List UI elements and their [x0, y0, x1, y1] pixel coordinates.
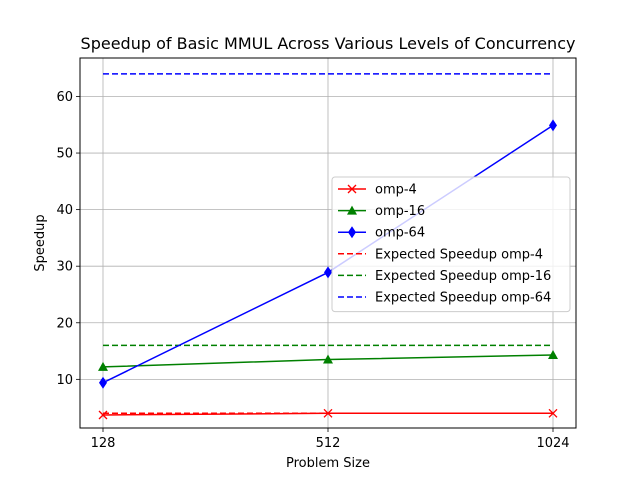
legend-entry: omp-64 — [338, 226, 425, 241]
legend-label: Expected Speedup omp-16 — [375, 269, 551, 284]
legend-label: Expected Speedup omp-64 — [375, 291, 551, 306]
legend-entry: Expected Speedup omp-16 — [338, 269, 551, 284]
triangle-marker — [347, 205, 357, 215]
series-omp-4 — [98, 408, 558, 420]
legend-entry: Expected Speedup omp-4 — [338, 247, 543, 262]
y-tick-label: 40 — [56, 203, 73, 218]
legend-label: omp-16 — [375, 204, 425, 219]
legend-box — [331, 176, 571, 313]
y-tick-label: 30 — [56, 260, 73, 275]
x-marker — [98, 410, 108, 420]
legend-entry: omp-4 — [338, 183, 417, 198]
legend-entry: Expected Speedup omp-64 — [338, 291, 551, 306]
x-marker — [323, 408, 333, 418]
x-tick-label: 128 — [91, 436, 116, 451]
legend: omp-4 omp-16 omp-64 Expected Speedup omp-4 E… — [331, 176, 571, 313]
y-axis: 10 20 30 40 50 60 — [56, 90, 80, 388]
legend-label: omp-4 — [375, 183, 417, 198]
series-layer — [98, 73, 558, 420]
x-tick-label: 512 — [316, 436, 341, 451]
legend-label: omp-64 — [375, 226, 425, 241]
y-tick-label: 10 — [56, 373, 73, 388]
x-tick-label: 1024 — [536, 436, 569, 451]
legend-entry: omp-16 — [338, 204, 425, 219]
triangle-marker — [548, 350, 558, 360]
x-marker — [347, 184, 357, 194]
series-omp-64 — [99, 119, 557, 389]
triangle-marker — [98, 361, 108, 371]
legend-label: Expected Speedup omp-4 — [375, 247, 543, 262]
diamond-marker — [99, 376, 107, 389]
x-marker — [548, 408, 558, 418]
y-axis-label: Speedup — [33, 214, 48, 271]
diamond-marker — [549, 119, 557, 132]
chart-title: Speedup of Basic MMUL Across Various Lev… — [81, 34, 576, 53]
y-tick-label: 60 — [56, 90, 73, 105]
y-tick-label: 20 — [56, 316, 73, 331]
x-axis-label: Problem Size — [286, 456, 370, 471]
x-axis: 128 512 1024 — [91, 428, 570, 451]
series-omp-16 — [98, 350, 558, 371]
diamond-marker — [324, 266, 332, 279]
triangle-marker — [323, 354, 333, 364]
y-tick-label: 50 — [56, 147, 73, 162]
diamond-marker — [348, 226, 356, 239]
